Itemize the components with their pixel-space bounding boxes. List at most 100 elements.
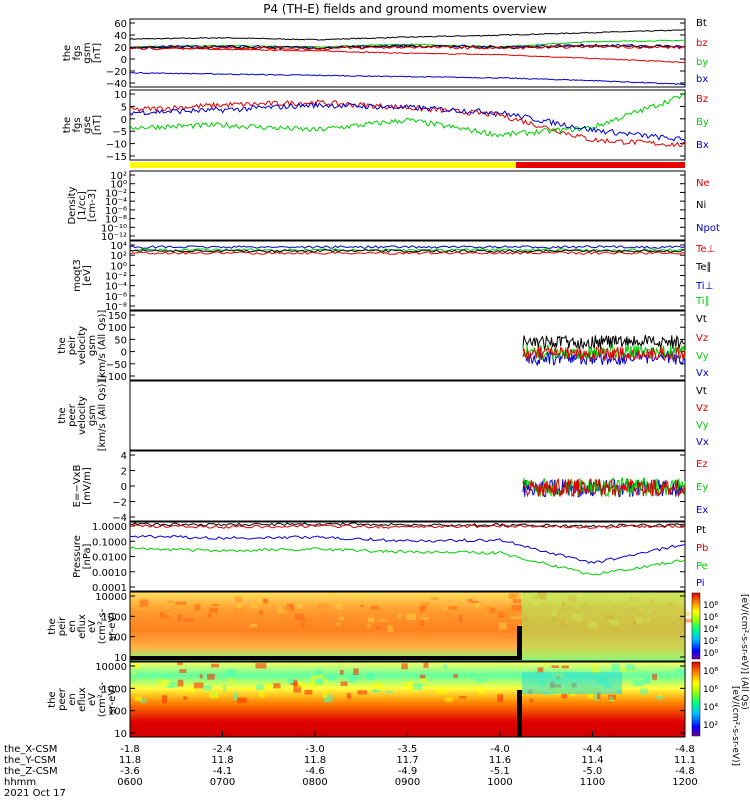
spectrogram-texture xyxy=(367,673,375,680)
spectrogram-texture xyxy=(506,608,516,617)
spectrogram-texture xyxy=(498,622,507,631)
legend-fgs_gsm-0: Bt xyxy=(696,18,707,29)
spectrogram-texture xyxy=(561,665,569,669)
spectrogram-texture xyxy=(379,619,388,622)
spectrogram-texture xyxy=(208,613,212,618)
y-axis-label: velocity xyxy=(77,396,88,435)
spectrogram-texture xyxy=(340,681,348,686)
series-trace xyxy=(129,245,686,249)
spectrogram-texture xyxy=(684,618,694,623)
ephemeris-value: 11.7 xyxy=(396,755,418,766)
spectrogram-texture xyxy=(167,600,174,604)
legend-density-2: Npot xyxy=(696,223,720,234)
y-axis-label: Density xyxy=(67,186,78,224)
y-tick-label: 0 xyxy=(121,348,127,359)
spectrogram-texture xyxy=(139,599,149,607)
y-axis-label: [nT] xyxy=(92,115,103,135)
spectrogram-texture xyxy=(486,605,491,613)
y-tick-label: −50 xyxy=(106,360,127,371)
spectrogram-texture xyxy=(370,605,380,610)
y-tick-label: 1.0000 xyxy=(92,522,127,533)
spectrogram-texture xyxy=(504,594,510,602)
spectrogram-texture xyxy=(444,697,453,702)
y-axis-label: [cm-3] xyxy=(87,189,98,222)
ephemeris-value: 1100 xyxy=(580,777,605,788)
spectrogram-texture xyxy=(656,696,664,700)
y-tick-label: 1000 xyxy=(102,612,127,623)
ephemeris-value: 0600 xyxy=(117,777,142,788)
spectrogram-texture xyxy=(412,683,423,690)
mode-bar-fast xyxy=(516,162,685,168)
spectrogram-texture xyxy=(263,599,268,604)
series-trace xyxy=(522,334,686,351)
y-axis-label: fgs xyxy=(72,117,83,132)
y-axis-label: [km/s (All Qs)] xyxy=(97,380,108,452)
legend-density-1: Ni xyxy=(696,200,706,211)
spectrogram-texture xyxy=(193,682,204,689)
spectrogram-texture xyxy=(162,695,168,704)
spectrogram-texture xyxy=(423,662,429,668)
y-axis-label: eV xyxy=(87,620,98,633)
spectrogram-texture xyxy=(384,690,394,694)
colorbar-peir-label: [eV/(cm²-s-sr-eV)] (All Qs) xyxy=(739,594,749,710)
spectrogram-texture xyxy=(177,662,183,666)
colorbar-peer-tick: 10⁶ xyxy=(703,685,718,695)
legend-peir_velocity-0: Vt xyxy=(696,314,707,325)
legend-efield-0: Ez xyxy=(696,459,708,470)
spectrogram-texture xyxy=(338,617,345,621)
y-axis-label: peer xyxy=(57,687,68,711)
ephemeris-value: -3.0 xyxy=(305,744,325,755)
y-axis-label: [km/s (All Qs)] xyxy=(97,310,108,382)
y-axis-label: gsm xyxy=(87,405,98,426)
panel-frame xyxy=(129,170,686,241)
spectrogram-texture xyxy=(302,615,314,623)
panel-efield: 4 2 0 −2 −4 E=−VxB [mV/m] Ez Ey Ex xyxy=(72,450,708,524)
spectrogram-texture xyxy=(443,664,447,669)
spectrogram-texture xyxy=(368,617,375,623)
spectrogram-texture xyxy=(135,696,142,702)
ephemeris-value: 0800 xyxy=(302,777,327,788)
ephemeris-value: 11.1 xyxy=(674,755,696,766)
y-tick-label: 0.0010 xyxy=(92,568,127,579)
y-axis-label: gsm xyxy=(82,42,93,63)
spectrogram-texture xyxy=(293,679,298,686)
legend-temperature-3: Ti∥ xyxy=(695,296,710,307)
spectrogram-texture xyxy=(460,599,465,603)
ephemeris-value: -4.4 xyxy=(583,744,603,755)
y-axis-label: velocity xyxy=(77,326,88,365)
y-axis-label: (cm²-s- xyxy=(97,608,108,644)
ephemeris-value: 1200 xyxy=(672,777,697,788)
ephemeris-value: -4.9 xyxy=(398,766,418,777)
spectrogram-texture xyxy=(357,690,368,695)
legend-peir_velocity-2: Vy xyxy=(696,351,709,362)
ephemeris-row-label: hhmm xyxy=(4,777,36,788)
ephemeris-value: -5.0 xyxy=(583,766,603,777)
spectrogram-texture xyxy=(233,692,239,701)
series-trace xyxy=(522,345,686,362)
y-tick-label: −2 xyxy=(112,498,127,509)
legend-peer_velocity-0: Vt xyxy=(696,386,707,397)
y-axis-label: eflux xyxy=(77,614,88,639)
y-tick-label: 10⁻⁶ xyxy=(105,292,127,303)
spectrogram-texture xyxy=(235,596,242,603)
y-tick-label: −40 xyxy=(106,79,127,90)
colorbar-peir-tick: 10⁶ xyxy=(703,613,718,623)
ephemeris-value: -4.6 xyxy=(305,766,325,777)
ephemeris-row-label: the_Y-CSM xyxy=(4,755,56,766)
spectrogram-texture xyxy=(537,667,544,673)
y-tick-label: 100 xyxy=(108,633,127,644)
y-tick-label: 10⁻⁸ xyxy=(105,302,127,313)
y-axis-label: eV xyxy=(87,693,98,706)
spectrogram-texture xyxy=(183,696,188,700)
ephemeris-row-label: the_Z-CSM xyxy=(4,766,58,777)
legend-fgs_gsm-1: bz xyxy=(696,38,708,49)
y-tick-label: 10 xyxy=(114,653,127,664)
colorbar-peir-tick: 10⁰ xyxy=(703,649,718,659)
legend-peir_velocity-3: Vx xyxy=(696,368,709,379)
series-trace xyxy=(129,524,686,529)
spectrogram-texture xyxy=(446,616,455,619)
spectrogram-texture xyxy=(447,606,457,610)
